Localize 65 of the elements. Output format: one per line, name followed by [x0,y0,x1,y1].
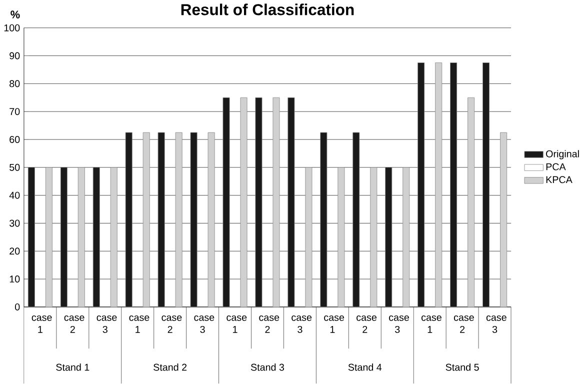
bar [190,132,198,308]
bar [142,132,150,308]
bar [320,132,328,308]
x-tick-label: case 3 [292,316,312,334]
x-tick-label: case 2 [64,316,84,333]
bar [208,132,215,308]
bar [352,132,360,308]
x-tick-label: case 1 [129,316,150,333]
x-tick-label: case 2 [356,316,377,333]
bar [60,167,68,308]
y-tick-label: 80 [10,80,20,88]
bar [402,167,410,308]
bar [418,62,425,308]
x-tick-label: case 2 [454,316,474,333]
legend-label: PCA [546,163,566,170]
bar [500,132,508,308]
y-tick-label: 60 [10,136,20,144]
y-tick-label: 20 [10,248,20,255]
bar [78,167,85,308]
text: Stand 4 [348,364,382,371]
bar [175,132,182,308]
bar [370,167,378,308]
y-tick-label: 10 [10,276,20,283]
x-tick-label: case 1 [422,316,442,333]
y-axis-title: % [10,10,20,19]
y-tick-label: 40 [9,192,20,199]
y-tick-label: 100 [4,24,20,32]
x-tick-label: case 1 [32,316,52,333]
x-tick-label: case 3 [389,316,409,334]
text: Stand 2 [154,364,187,371]
text: Stand 5 [446,364,479,371]
x-tick-label: case 3 [96,316,117,334]
bar [482,62,490,308]
bar [450,62,458,308]
bar [45,167,52,308]
x-tick-label: case 2 [259,316,280,333]
x-tick-label: case 3 [486,316,506,334]
x-tick-label: case 2 [162,316,182,333]
bar [110,167,118,308]
bar [255,98,262,308]
legend-label: KPCA [546,176,572,184]
y-tick-label: 50 [10,164,20,171]
bar [468,98,475,308]
bar [92,167,100,308]
bar [288,98,295,308]
bar [435,62,442,308]
bar [272,98,280,308]
x-tick-label: case 3 [194,316,214,334]
bar [125,132,132,308]
x-tick-label: case 1 [226,316,247,333]
bar [338,167,345,308]
y-tick-label: 70 [10,108,20,116]
chart-title: Result of Classification [181,4,354,16]
bar [158,132,165,308]
text: Stand 3 [250,364,284,371]
y-tick-label: 30 [10,220,20,227]
y-tick-label: 90 [10,52,20,60]
bar [385,167,392,308]
legend-label: Original [546,150,579,160]
bar [305,167,312,308]
bar [240,98,248,308]
x-tick-label: case 1 [324,316,344,333]
text: Stand 1 [56,364,90,371]
bar [222,98,230,308]
y-tick-label: 0 [14,304,20,311]
